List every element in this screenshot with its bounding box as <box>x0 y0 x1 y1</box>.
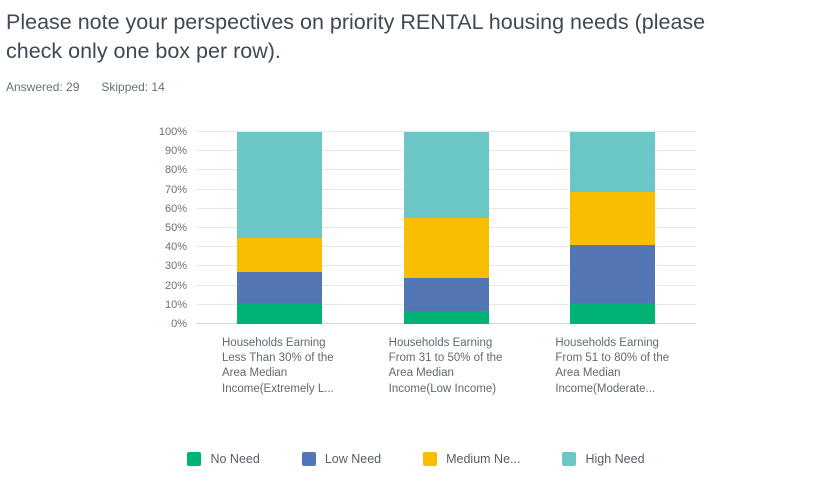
bar-column <box>529 132 696 325</box>
y-tick-label: 70% <box>164 183 187 196</box>
x-label-cell: Households Earning From 31 to 50% of the… <box>363 336 530 397</box>
y-tick-label: 90% <box>164 145 187 158</box>
x-axis-labels: Households Earning Less Than 30% of the … <box>196 336 696 397</box>
bar-segment-high-need <box>236 132 322 238</box>
y-tick-label: 80% <box>164 164 187 177</box>
y-tick-label: 0% <box>171 318 187 331</box>
bar-segment-no-need <box>570 302 656 325</box>
y-tick-label: 20% <box>164 279 187 292</box>
chart-legend: No Need Low Need Medium Ne... High Need <box>0 452 832 466</box>
y-tick-label: 60% <box>164 202 187 215</box>
y-tick-label: 40% <box>164 241 187 254</box>
bar-segment-medium-ne <box>403 218 489 278</box>
legend-swatch <box>562 452 577 466</box>
category-label: Households Earning Less Than 30% of the … <box>222 337 334 395</box>
bar-segment-low-need <box>236 272 322 303</box>
legend-label: No Need <box>210 452 260 466</box>
gridline <box>196 131 696 133</box>
legend-item-medium-ne[interactable]: Medium Ne... <box>423 452 520 466</box>
skipped-count: Skipped: 14 <box>101 80 165 95</box>
bar-segment-no-need <box>403 310 489 325</box>
legend-label: High Need <box>585 452 645 466</box>
category-label: Households Earning From 51 to 80% of the… <box>555 337 670 395</box>
bar-segment-medium-ne <box>236 237 322 273</box>
stacked-bar <box>570 132 656 325</box>
plot-area <box>196 131 696 325</box>
y-axis: 0% 10% 20% 30% 40% 50% 60% 70% 80% 90% 100% <box>131 126 196 330</box>
y-tick-label: 50% <box>164 222 187 235</box>
category-label: Households Earning From 31 to 50% of the… <box>388 337 503 395</box>
bar-segment-medium-ne <box>570 191 656 246</box>
legend-swatch <box>301 452 316 466</box>
stacked-bar <box>236 132 322 325</box>
legend-label: Low Need <box>324 452 382 466</box>
legend-item-low-need[interactable]: Low Need <box>301 452 382 466</box>
legend-swatch <box>423 452 438 466</box>
legend-label: Medium Ne... <box>446 452 521 466</box>
bar-column <box>363 132 530 325</box>
legend-item-no-need[interactable]: No Need <box>187 452 260 466</box>
bars-row <box>196 132 696 325</box>
y-tick-label: 10% <box>164 298 187 311</box>
question-header: Please note your perspectives on priorit… <box>0 0 832 94</box>
y-tick-label: 100% <box>158 126 187 139</box>
x-label-cell: Households Earning Less Than 30% of the … <box>196 336 363 397</box>
bar-segment-high-need <box>570 132 656 192</box>
legend-swatch <box>187 452 202 466</box>
x-label-cell: Households Earning From 51 to 80% of the… <box>529 336 696 397</box>
bar-segment-no-need <box>236 302 322 325</box>
bar-segment-high-need <box>403 132 489 219</box>
response-stats: Answered: 29 Skipped: 14 <box>6 80 820 94</box>
y-tick-label: 30% <box>164 260 187 273</box>
stacked-bar <box>403 132 489 325</box>
legend-item-high-need[interactable]: High Need <box>562 452 645 466</box>
bar-segment-low-need <box>570 245 656 303</box>
bar-segment-low-need <box>403 277 489 311</box>
bar-column <box>196 132 363 325</box>
question-title: Please note your perspectives on priorit… <box>6 10 706 64</box>
chart-plot-row: 0% 10% 20% 30% 40% 50% 60% 70% 80% 90% 100% <box>131 126 832 330</box>
stacked-bar-chart: 0% 10% 20% 30% 40% 50% 60% 70% 80% 90% 100% Househ… <box>131 126 832 397</box>
answered-count: Answered: 29 <box>6 80 80 95</box>
